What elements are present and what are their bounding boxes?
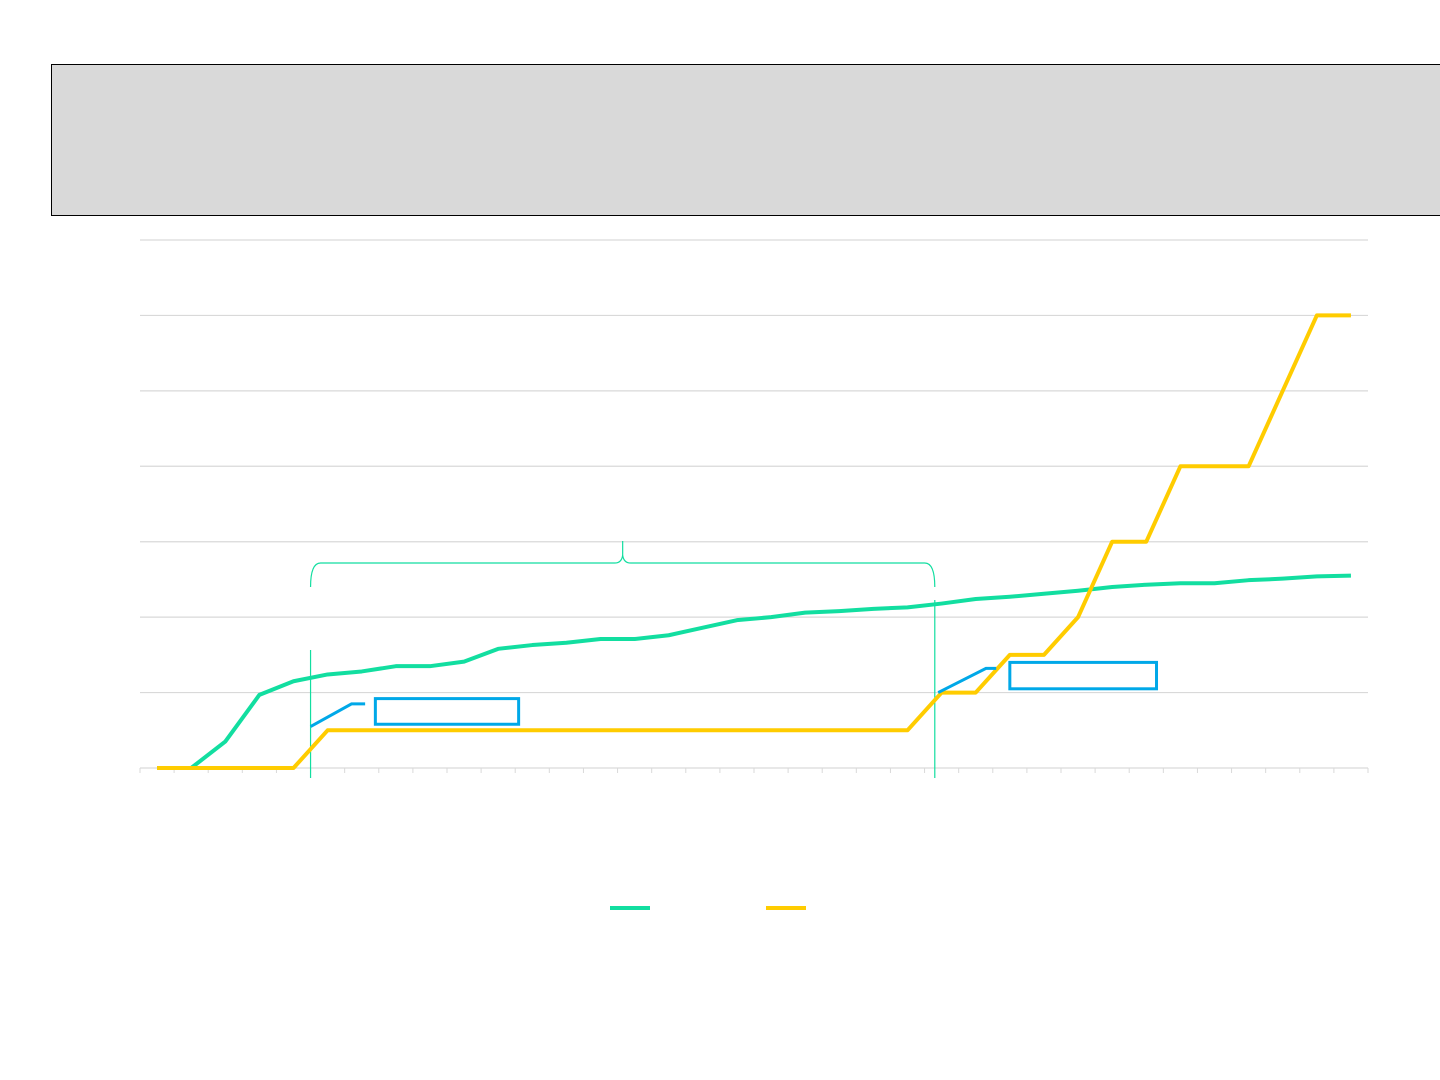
callout-box xyxy=(1008,660,1159,691)
callout-leader-line xyxy=(309,702,366,728)
range-bracket xyxy=(309,541,936,588)
callout-box xyxy=(373,697,521,726)
title-banner xyxy=(51,64,1440,216)
series-1-line xyxy=(157,573,1351,770)
series-2-line xyxy=(157,313,1351,770)
callout-leader-line xyxy=(937,666,997,694)
